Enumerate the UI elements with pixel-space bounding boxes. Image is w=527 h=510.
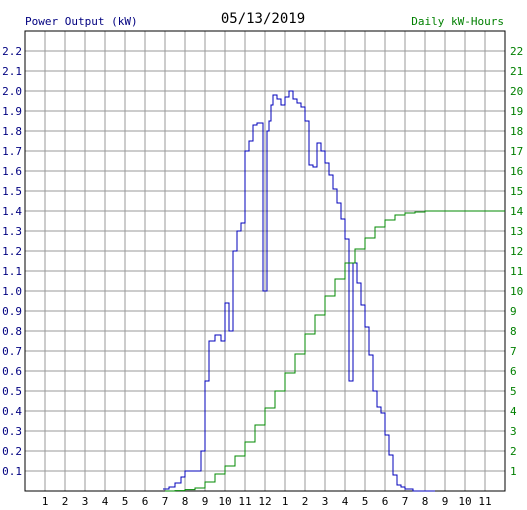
y-left-tick-label: 0.1: [2, 465, 22, 478]
y-right-tick-label: 4: [510, 405, 517, 418]
y-left-tick-label: 0.4: [2, 405, 22, 418]
y-left-tick-label: 1.0: [2, 285, 22, 298]
x-tick-label: 8: [182, 495, 189, 508]
y-left-tick-label: 0.3: [2, 425, 22, 438]
x-tick-label: 4: [102, 495, 109, 508]
y-left-tick-label: 0.2: [2, 445, 22, 458]
y-right-tick-label: 12: [510, 245, 523, 258]
x-tick-label: 7: [162, 495, 169, 508]
x-tick-label: 9: [202, 495, 209, 508]
plot-border: [24, 30, 506, 492]
x-tick-label: 1: [42, 495, 49, 508]
y-left-tick-label: 1.5: [2, 185, 22, 198]
x-tick-label: 4: [342, 495, 349, 508]
y-right-tick-label: 18: [510, 125, 523, 138]
y-left-tick-label: 2.2: [2, 45, 22, 58]
y-right-tick-label: 19: [510, 105, 523, 118]
daily-kwh-series-line: [165, 210, 505, 492]
y-left-tick-label: 1.3: [2, 225, 22, 238]
y-right-tick-label: 15: [510, 185, 523, 198]
x-tick-label: 5: [122, 495, 129, 508]
y-right-tick-label: 20: [510, 85, 523, 98]
y-left-tick-label: 1.8: [2, 125, 22, 138]
y-right-tick-label: 21: [510, 65, 523, 78]
x-tick-label: 7: [402, 495, 409, 508]
x-tick-label: 10: [218, 495, 231, 508]
y-right-tick-label: 2: [510, 445, 517, 458]
y-left-tick-label: 1.6: [2, 165, 22, 178]
grid-lines: [25, 31, 505, 491]
y-left-tick-label: 0.7: [2, 345, 22, 358]
x-tick-label: 6: [382, 495, 389, 508]
x-tick-label: 6: [142, 495, 149, 508]
y-right-tick-label: 22: [510, 45, 523, 58]
x-tick-label: 11: [478, 495, 491, 508]
x-tick-label: 2: [302, 495, 309, 508]
x-tick-label: 8: [422, 495, 429, 508]
x-tick-label: 11: [238, 495, 251, 508]
tick-labels: 1 2 3 4 5 6 7 8 9 10 11 12 1 2 3 4 5 6 7 8 9 10 110.10.20.30.4…: [2, 45, 523, 508]
y-left-tick-label: 0.8: [2, 325, 22, 338]
y-right-tick-label: 9: [510, 305, 517, 318]
right-axis-title: Daily kW-Hours: [411, 15, 504, 28]
y-right-tick-label: 5: [510, 385, 517, 398]
x-tick-label: 2: [62, 495, 69, 508]
y-left-tick-label: 0.5: [2, 385, 22, 398]
x-tick-label: 5: [362, 495, 369, 508]
y-right-tick-label: 16: [510, 165, 523, 178]
y-left-tick-label: 1.2: [2, 245, 22, 258]
y-left-tick-label: 1.7: [2, 145, 22, 158]
y-right-tick-label: 6: [510, 365, 517, 378]
x-tick-label: 3: [82, 495, 89, 508]
y-left-tick-label: 2.0: [2, 85, 22, 98]
y-left-tick-label: 0.6: [2, 365, 22, 378]
x-tick-label: 10: [458, 495, 471, 508]
y-left-tick-label: 1.4: [2, 205, 22, 218]
y-right-tick-label: 14: [510, 205, 524, 218]
y-left-tick-label: 1.1: [2, 265, 22, 278]
y-right-tick-label: 3: [510, 425, 517, 438]
y-right-tick-label: 17: [510, 145, 523, 158]
x-tick-label: 1: [282, 495, 289, 508]
y-right-tick-label: 10: [510, 285, 523, 298]
y-left-tick-label: 0.9: [2, 305, 22, 318]
y-left-tick-label: 2.1: [2, 65, 22, 78]
y-left-tick-label: 1.9: [2, 105, 22, 118]
x-tick-label: 9: [442, 495, 449, 508]
y-right-tick-label: 7: [510, 345, 517, 358]
y-right-tick-label: 13: [510, 225, 523, 238]
x-tick-label: 3: [322, 495, 329, 508]
left-axis-title: Power Output (kW): [25, 15, 138, 28]
chart-title: 05/13/2019: [221, 11, 305, 27]
y-right-tick-label: 11: [510, 265, 523, 278]
series-layer: [163, 90, 505, 492]
y-right-tick-label: 1: [510, 465, 517, 478]
x-tick-label: 12: [258, 495, 271, 508]
y-right-tick-label: 8: [510, 325, 517, 338]
power-output-series-line: [163, 90, 435, 492]
